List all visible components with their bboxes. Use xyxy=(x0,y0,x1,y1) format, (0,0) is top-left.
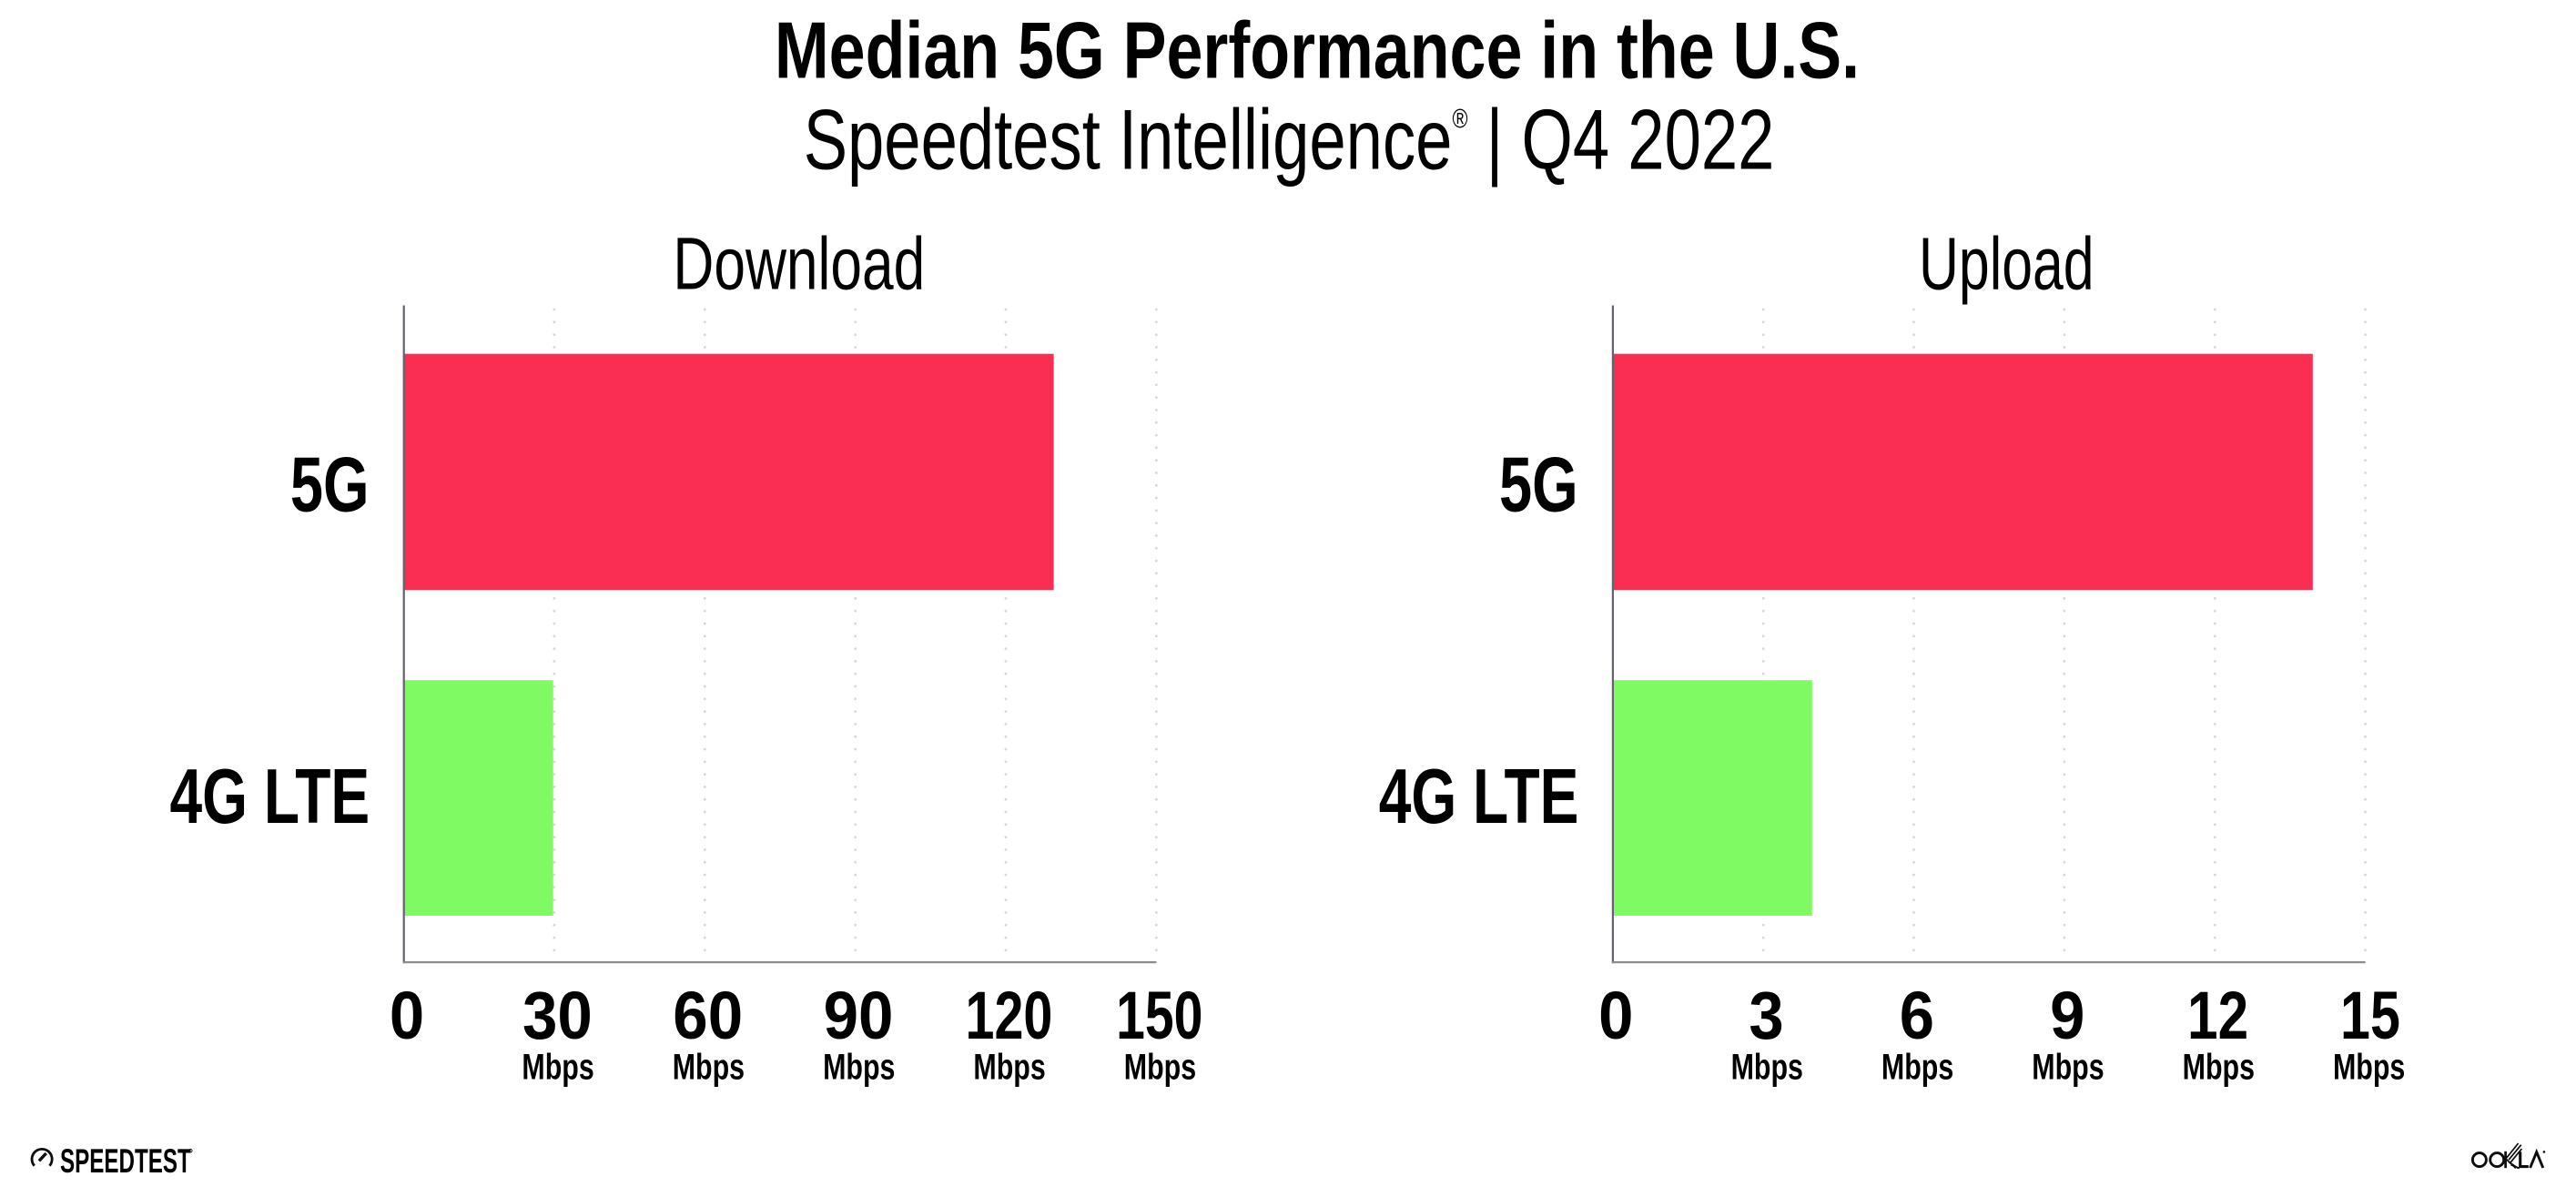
svg-text:0: 0 xyxy=(1598,979,1633,1054)
svg-text:4G LTE: 4G LTE xyxy=(170,754,370,840)
svg-text:5G: 5G xyxy=(290,441,370,529)
svg-text:Download: Download xyxy=(673,222,925,305)
svg-text:3: 3 xyxy=(1749,979,1783,1054)
svg-text:Mbps: Mbps xyxy=(1124,1046,1196,1087)
svg-text:SPEEDTEST: SPEEDTEST xyxy=(60,1142,191,1180)
svg-text:Mbps: Mbps xyxy=(2183,1046,2255,1087)
svg-text:Mbps: Mbps xyxy=(823,1046,895,1087)
svg-text:Mbps: Mbps xyxy=(973,1046,1045,1087)
svg-text:Mbps: Mbps xyxy=(2032,1046,2104,1087)
svg-text:Speedtest Intelligence® | Q4 2: Speedtest Intelligence® | Q4 2022 xyxy=(804,92,1775,188)
svg-text:6: 6 xyxy=(1900,979,1934,1054)
svg-text:Upload: Upload xyxy=(1919,223,2094,306)
svg-text:Mbps: Mbps xyxy=(1881,1046,1953,1087)
svg-text:9: 9 xyxy=(2050,979,2084,1054)
svg-text:Median 5G Performance in the U: Median 5G Performance in the U.S. xyxy=(775,6,1860,96)
svg-text:5G: 5G xyxy=(1499,441,1578,529)
svg-text:60: 60 xyxy=(673,979,743,1054)
svg-text:90: 90 xyxy=(824,979,894,1054)
svg-text:0: 0 xyxy=(390,979,424,1054)
svg-text:15: 15 xyxy=(2340,979,2400,1054)
svg-text:Mbps: Mbps xyxy=(673,1046,745,1087)
svg-text:150: 150 xyxy=(1116,979,1202,1054)
svg-text:Mbps: Mbps xyxy=(1731,1046,1803,1087)
svg-text:12: 12 xyxy=(2187,979,2248,1053)
svg-text:Mbps: Mbps xyxy=(522,1046,593,1087)
svg-text:30: 30 xyxy=(522,979,593,1054)
svg-text:Mbps: Mbps xyxy=(2333,1046,2405,1087)
svg-text:4G LTE: 4G LTE xyxy=(1379,754,1579,840)
svg-text:120: 120 xyxy=(966,979,1053,1054)
